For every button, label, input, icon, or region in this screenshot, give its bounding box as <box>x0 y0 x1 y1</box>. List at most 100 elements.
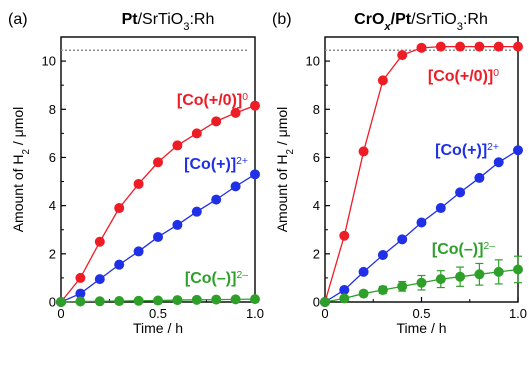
data-point <box>230 294 241 305</box>
data-point <box>172 219 183 230</box>
y-tick-label: 4 <box>49 198 56 213</box>
data-point <box>358 146 369 157</box>
series-red <box>56 100 260 307</box>
data-point <box>435 203 446 214</box>
data-point <box>397 50 408 61</box>
y-tick-label: 10 <box>42 54 56 69</box>
series-label-sup: 2+ <box>236 156 248 167</box>
data-point <box>153 231 163 242</box>
x-tick-label: 1.0 <box>509 306 527 321</box>
text-run: /SrTiO <box>138 11 184 28</box>
series-label-main: [Co(+)] <box>435 142 487 159</box>
y-axis-title: Amount of H2 / μmol <box>10 107 32 233</box>
y-tick-label: 10 <box>306 54 320 69</box>
data-point <box>153 295 163 306</box>
data-point <box>513 145 523 156</box>
x-axis-title: Time / h <box>133 320 183 336</box>
data-point <box>416 217 427 228</box>
data-point <box>230 181 241 192</box>
data-point <box>339 284 350 295</box>
text-run: /SrTiO <box>411 11 457 28</box>
y-tick-label: 8 <box>313 102 320 117</box>
x-tick-label: 0.5 <box>412 306 430 321</box>
data-point <box>94 274 105 285</box>
series-label-main: [Co(+/0)] <box>177 92 242 109</box>
data-point <box>211 116 222 127</box>
y-tick-label: 8 <box>49 102 56 117</box>
y-tick-label: 6 <box>49 150 56 165</box>
text-run: CrO <box>354 11 384 28</box>
panel-label: (b) <box>272 11 292 28</box>
text-run: 2 <box>21 149 32 154</box>
data-point <box>320 297 330 307</box>
data-point <box>358 266 369 277</box>
data-point <box>455 271 466 282</box>
data-point <box>230 107 241 118</box>
text-run: :Rh <box>189 11 214 28</box>
data-point <box>455 41 466 52</box>
data-point <box>474 269 485 280</box>
data-point <box>358 288 369 299</box>
y-axis-title: Amount of H2 / μmol <box>274 107 296 233</box>
series-label: [Co(–)]2– <box>185 270 248 288</box>
y-tick-label: 2 <box>49 246 56 261</box>
data-point <box>474 172 485 183</box>
data-point <box>474 41 485 52</box>
series-label: [Co(+)]2+ <box>184 156 248 174</box>
data-point <box>493 41 504 52</box>
series-label: [Co(–)]2– <box>432 241 495 259</box>
data-point <box>211 294 222 305</box>
data-point <box>75 272 86 283</box>
data-point <box>133 246 144 257</box>
data-point <box>75 296 86 307</box>
data-point <box>94 296 105 307</box>
data-point <box>455 187 466 198</box>
chart-title: CrOx/Pt/SrTiO3:Rh <box>354 11 488 33</box>
data-point <box>416 277 427 288</box>
data-point <box>191 294 202 305</box>
series-red <box>320 41 523 307</box>
text-run: 2 <box>285 149 296 154</box>
data-point <box>133 178 144 189</box>
data-point <box>416 42 427 53</box>
data-point <box>250 169 260 180</box>
data-point <box>75 288 86 299</box>
text-run: Amount of H <box>274 154 290 232</box>
x-tick-label: 0.5 <box>149 306 167 321</box>
data-point <box>493 157 504 168</box>
data-point <box>211 194 222 205</box>
text-run: :Rh <box>463 11 488 28</box>
chart-panel-a: (a) Pt/SrTiO3:Rh 0 2 4 6 8 10 0 0.5 1.0 Time / h Amo… <box>8 11 264 336</box>
y-tick-label: 6 <box>313 150 320 165</box>
data-point <box>133 295 144 306</box>
data-point <box>172 295 183 306</box>
data-point <box>191 206 202 217</box>
series-blue <box>56 169 260 307</box>
series-label-main: [Co(–)] <box>432 241 484 258</box>
panel-label: (a) <box>8 11 28 28</box>
data-point <box>250 100 260 111</box>
series-label-sup: 2– <box>236 270 248 281</box>
text-run: / μmol <box>10 107 26 149</box>
data-point <box>153 157 163 168</box>
text-run: Pt <box>122 11 139 28</box>
data-point <box>435 274 446 285</box>
text-run: x <box>383 21 391 33</box>
series-label-main: [Co(+)] <box>184 156 236 173</box>
data-point <box>114 296 125 307</box>
text-run: 3 <box>183 21 189 33</box>
y-tick-label: 2 <box>313 246 320 261</box>
data-point <box>339 230 350 241</box>
data-point <box>513 264 523 275</box>
text-run: 3 <box>457 21 463 33</box>
x-tick-label: 0 <box>321 306 328 321</box>
data-point <box>493 266 504 277</box>
text-run: /Pt <box>391 11 412 28</box>
data-point <box>435 41 446 52</box>
series-label: [Co(+)]2+ <box>435 142 499 160</box>
data-point <box>94 236 105 247</box>
data-point <box>56 297 66 307</box>
series-green <box>320 255 523 307</box>
data-point <box>377 75 388 86</box>
series-label-main: [Co(+/0)] <box>428 68 493 85</box>
